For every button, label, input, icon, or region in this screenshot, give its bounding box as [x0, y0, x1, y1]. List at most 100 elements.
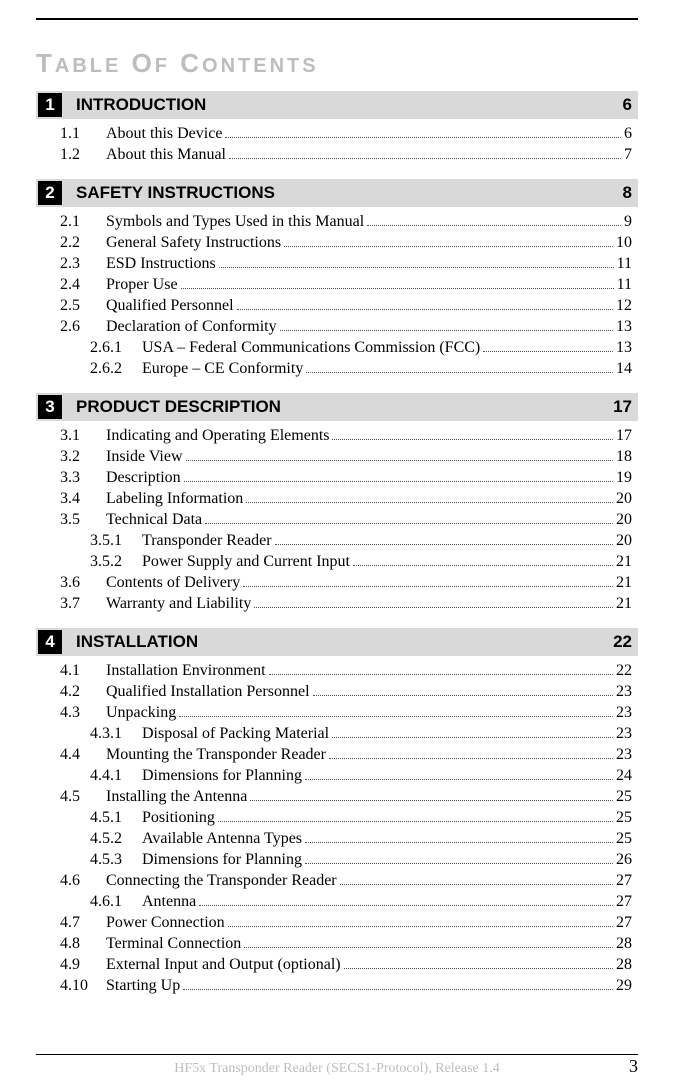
toc-entry[interactable]: 3.7Warranty and Liability21 — [60, 593, 632, 614]
entry-page: 21 — [616, 572, 632, 593]
entry-number: 2.4 — [60, 274, 106, 295]
entry-number: 4.1 — [60, 660, 106, 681]
toc-entry[interactable]: 3.4Labeling Information20 — [60, 488, 632, 509]
leader-dots — [305, 842, 613, 843]
entry-page: 22 — [616, 660, 632, 681]
toc-entry[interactable]: 4.8Terminal Connection28 — [60, 933, 632, 954]
toc-entry[interactable]: 2.3ESD Instructions11 — [60, 253, 632, 274]
entry-label: Available Antenna Types — [142, 828, 302, 849]
toc-entry[interactable]: 1.1About this Device6 — [60, 123, 632, 144]
entry-number: 3.2 — [60, 446, 106, 467]
section-header[interactable]: 2SAFETY INSTRUCTIONS8 — [36, 179, 638, 207]
entry-page: 25 — [616, 786, 632, 807]
toc-entry[interactable]: 3.3Description19 — [60, 467, 632, 488]
entry-page: 14 — [616, 358, 632, 379]
entries: 4.1Installation Environment224.2Qualifie… — [36, 656, 638, 1004]
toc-entry[interactable]: 4.5.3Dimensions for Planning26 — [60, 849, 632, 870]
section: 1INTRODUCTION61.1About this Device61.2Ab… — [36, 91, 638, 173]
leader-dots — [483, 351, 613, 352]
entry-number: 4.2 — [60, 681, 106, 702]
section-number: 3 — [38, 395, 62, 419]
entry-label: USA – Federal Communications Commission … — [142, 337, 480, 358]
toc-entry[interactable]: 2.5Qualified Personnel12 — [60, 295, 632, 316]
toc-entry[interactable]: 4.6Connecting the Transponder Reader27 — [60, 870, 632, 891]
toc-entry[interactable]: 3.1Indicating and Operating Elements17 — [60, 425, 632, 446]
toc-entry[interactable]: 2.1Symbols and Types Used in this Manual… — [60, 211, 632, 232]
toc-entry[interactable]: 2.4Proper Use 11 — [60, 274, 632, 295]
toc-entry[interactable]: 3.6Contents of Delivery21 — [60, 572, 632, 593]
entry-page: 11 — [617, 274, 632, 295]
entry-label: Starting Up — [106, 975, 180, 996]
entry-number: 4.5.3 — [90, 849, 142, 870]
entry-label: Europe – CE Conformity — [142, 358, 303, 379]
section-page: 8 — [623, 183, 632, 203]
leader-dots — [184, 481, 613, 482]
toc-entry[interactable]: 3.5.2Power Supply and Current Input21 — [60, 551, 632, 572]
entry-page: 23 — [616, 702, 632, 723]
leader-dots — [225, 137, 621, 138]
toc-entry[interactable]: 2.6.1USA – Federal Communications Commis… — [60, 337, 632, 358]
leader-dots — [254, 607, 613, 608]
entry-page: 27 — [616, 870, 632, 891]
toc-entry[interactable]: 4.5.2Available Antenna Types25 — [60, 828, 632, 849]
entry-number: 1.2 — [60, 144, 106, 165]
entry-page: 12 — [616, 295, 632, 316]
entry-number: 4.7 — [60, 912, 106, 933]
toc-entry[interactable]: 3.5.1Transponder Reader20 — [60, 530, 632, 551]
entry-number: 4.5.1 — [90, 807, 142, 828]
top-rule — [36, 18, 638, 20]
toc-entry[interactable]: 4.10Starting Up29 — [60, 975, 632, 996]
toc-entry[interactable]: 4.2Qualified Installation Personnel23 — [60, 681, 632, 702]
entry-label: Labeling Information — [106, 488, 243, 509]
leader-dots — [186, 460, 613, 461]
entry-number: 4.9 — [60, 954, 106, 975]
leader-dots — [218, 821, 613, 822]
entry-label: Terminal Connection — [106, 933, 241, 954]
entry-label: Indicating and Operating Elements — [106, 425, 329, 446]
entry-page: 6 — [624, 123, 632, 144]
leader-dots — [275, 544, 613, 545]
entry-page: 20 — [616, 488, 632, 509]
leader-dots — [306, 372, 613, 373]
entry-number: 3.1 — [60, 425, 106, 446]
entry-number: 2.3 — [60, 253, 106, 274]
toc-entry[interactable]: 2.6.2Europe – CE Conformity14 — [60, 358, 632, 379]
entry-label: Qualified Installation Personnel — [106, 681, 310, 702]
section-header[interactable]: 3PRODUCT DESCRIPTION17 — [36, 393, 638, 421]
toc-entry[interactable]: 4.3.1Disposal of Packing Material23 — [60, 723, 632, 744]
section-page: 22 — [613, 632, 632, 652]
leader-dots — [280, 330, 613, 331]
entry-number: 3.6 — [60, 572, 106, 593]
leader-dots — [250, 800, 613, 801]
leader-dots — [179, 716, 613, 717]
toc-entry[interactable]: 4.4.1Dimensions for Planning24 — [60, 765, 632, 786]
toc-title: TABLE OF CONTENTS — [36, 48, 638, 79]
entry-label: Unpacking — [106, 702, 176, 723]
section: 2SAFETY INSTRUCTIONS8 2.1Symbols and Type… — [36, 179, 638, 387]
toc-entry[interactable]: 4.1Installation Environment22 — [60, 660, 632, 681]
toc-entry[interactable]: 4.9External Input and Output (optional)2… — [60, 954, 632, 975]
entry-label: Transponder Reader — [142, 530, 272, 551]
entry-label: Qualified Personnel — [106, 295, 234, 316]
entry-page: 9 — [624, 211, 632, 232]
toc-entry[interactable]: 4.5.1Positioning25 — [60, 807, 632, 828]
entry-label: Proper Use — [106, 274, 178, 295]
toc-entry[interactable]: 3.5Technical Data20 — [60, 509, 632, 530]
toc-entry[interactable]: 2.2General Safety Instructions10 — [60, 232, 632, 253]
section-label: INSTALLATION — [76, 632, 613, 652]
toc-entry[interactable]: 4.7Power Connection27 — [60, 912, 632, 933]
entries: 2.1Symbols and Types Used in this Manual… — [36, 207, 638, 387]
toc-entry[interactable]: 4.4Mounting the Transponder Reader23 — [60, 744, 632, 765]
entry-label: About this Manual — [106, 144, 226, 165]
toc-entry[interactable]: 4.5Installing the Antenna25 — [60, 786, 632, 807]
toc-entry[interactable]: 1.2About this Manual7 — [60, 144, 632, 165]
section-header[interactable]: 1INTRODUCTION6 — [36, 91, 638, 119]
toc-entry[interactable]: 2.6Declaration of Conformity13 — [60, 316, 632, 337]
entry-label: About this Device — [106, 123, 222, 144]
section-header[interactable]: 4INSTALLATION22 — [36, 628, 638, 656]
toc-entry[interactable]: 4.3Unpacking23 — [60, 702, 632, 723]
toc-entry[interactable]: 4.6.1Antenna27 — [60, 891, 632, 912]
entry-page: 24 — [616, 765, 632, 786]
entry-page: 26 — [616, 849, 632, 870]
toc-entry[interactable]: 3.2Inside View18 — [60, 446, 632, 467]
